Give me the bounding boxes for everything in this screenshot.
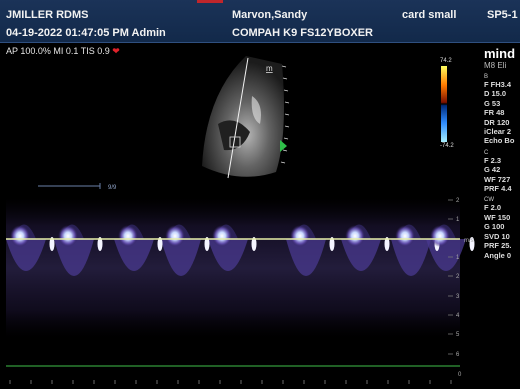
scale-label-4: 2 [456, 274, 460, 280]
valve-click [58, 225, 78, 247]
time-axis-ticks [9, 380, 452, 384]
b-param-1: F FH3.4 [484, 80, 512, 89]
cursor-line[interactable] [227, 57, 249, 179]
velocity-scale: 2 1 m/s 1 2 3 4 5 6 0 [456, 198, 474, 378]
c-param-2: G 42 [484, 165, 501, 175]
focus-marker-icon [280, 140, 287, 152]
cw-param-5: PRF 25. [484, 241, 512, 251]
wall-echo [251, 96, 261, 124]
color-scale-max: 74.2 [440, 58, 452, 64]
header-accent-line [197, 0, 223, 3]
c-param-1: F 2.3 [484, 155, 502, 165]
operator-label: JMILLER RDMS [6, 9, 89, 21]
baseline-offset-label: 0 [458, 372, 462, 378]
velocity-envelope [6, 239, 46, 271]
b-param-5: DR 120 [484, 117, 510, 127]
scale-label-1: 2 [456, 198, 460, 204]
valve-click [212, 225, 232, 247]
velocity-envelope [391, 239, 431, 276]
header-bar: JMILLER RDMS 04-19-2022 01:47:05 PM Admi… [0, 0, 520, 43]
parameter-panel: mind M8 Eli B F FH3.4 D 15.0 G 53 FR 48 … [484, 46, 520, 260]
cw-param-2: WF 150 [484, 212, 511, 222]
velocity-envelope [54, 239, 94, 276]
datetime-label: 04-19-2022 01:47:05 PM Admin [6, 27, 166, 39]
b-param-2: D 15.0 [484, 89, 507, 99]
patient-name: Marvon,Sandy [232, 9, 308, 21]
velocity-envelope [114, 239, 154, 271]
patient-id: COMPAH K9 FS12YBOXER [232, 27, 373, 39]
b-param-4: FR 48 [484, 108, 505, 118]
valve-click [118, 225, 138, 247]
preset-label: card small [402, 9, 457, 21]
b-param-6: iClear 2 [484, 127, 512, 137]
probe-label: SP5-1 [487, 9, 518, 21]
scale-unit: m/s [464, 238, 474, 244]
cw-mode-header: CW [484, 197, 494, 204]
acoustic-status: AP 100.0% MI 0.1 TIS 0.9 ❤ [6, 46, 120, 57]
depth-ticks [280, 65, 290, 164]
valve-closure-spike [204, 237, 210, 251]
cw-param-3: G 100 [484, 222, 505, 232]
sweep-count: 9/9 [108, 185, 117, 191]
velocity-envelope [341, 239, 381, 271]
color-scale-min: -74.2 [440, 143, 454, 149]
heart-icon: ❤ [112, 46, 120, 56]
valve-click [395, 225, 415, 247]
scale-label-2: 1 [456, 217, 460, 223]
c-param-3: WF 727 [484, 174, 511, 184]
valve-click [165, 225, 185, 247]
color-mode-header: C [484, 149, 489, 156]
valve-click [345, 225, 365, 247]
color-scale-bar [441, 66, 447, 142]
b-mode-header: B [484, 74, 489, 80]
scale-label-6: 4 [456, 313, 460, 319]
scale-label-8: 6 [456, 352, 460, 358]
cw-param-6: Angle 0 [484, 250, 512, 260]
b-param-3: G 53 [484, 98, 501, 108]
chamber-shadow [218, 120, 250, 151]
scale-label-5: 3 [456, 294, 460, 300]
echo-sector: m [202, 56, 290, 179]
valve-click [430, 225, 450, 247]
valve-closure-spike [329, 237, 335, 251]
velocity-envelope [286, 239, 326, 276]
sample-volume-box[interactable] [229, 136, 241, 148]
brand-logo: mind [484, 46, 516, 61]
c-param-4: PRF 4.4 [484, 184, 512, 194]
valve-closure-spike [157, 237, 163, 251]
scale-label-7: 5 [456, 332, 460, 338]
valve-closure-spike [384, 237, 390, 251]
cw-param-1: F 2.0 [484, 203, 502, 213]
valve-closure-spike [97, 237, 103, 251]
b-param-7: Echo Bo [484, 136, 515, 146]
velocity-peaks [10, 225, 475, 251]
sector-image [202, 56, 284, 177]
velocity-envelope [161, 239, 201, 276]
model-label: M8 Eli [484, 61, 507, 70]
valve-click [10, 225, 30, 247]
valve-closure-spike [49, 237, 55, 251]
scale-label-3: 1 [456, 255, 460, 261]
cw-param-4: SVD 10 [484, 231, 510, 241]
scale-ticks [448, 199, 453, 355]
acoustic-status-text: AP 100.0% MI 0.1 TIS 0.9 [6, 46, 110, 56]
valve-closure-spike [251, 237, 257, 251]
orientation-marker: m [266, 64, 273, 73]
valve-closure-spike [469, 237, 475, 251]
velocity-envelope [208, 239, 248, 271]
doppler-spectrum: 9/9 2 1 m/s 1 2 3 4 5 6 0 [6, 183, 475, 384]
valve-click [290, 225, 310, 247]
